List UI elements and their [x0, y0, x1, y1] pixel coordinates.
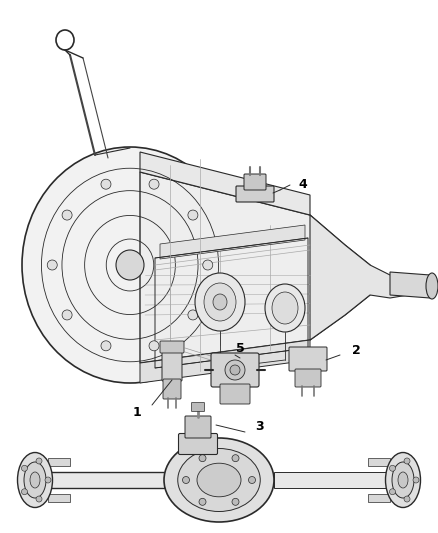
- Circle shape: [413, 477, 419, 483]
- Circle shape: [188, 210, 198, 220]
- Polygon shape: [160, 225, 305, 259]
- Text: 4: 4: [298, 179, 307, 191]
- Text: 5: 5: [236, 342, 244, 354]
- Ellipse shape: [116, 250, 144, 280]
- Circle shape: [149, 179, 159, 189]
- Circle shape: [47, 260, 57, 270]
- Circle shape: [36, 496, 42, 502]
- Polygon shape: [48, 458, 70, 466]
- Text: 3: 3: [255, 421, 264, 433]
- Circle shape: [225, 360, 245, 380]
- Circle shape: [62, 310, 72, 320]
- Polygon shape: [368, 494, 390, 502]
- Circle shape: [188, 310, 198, 320]
- Text: 1: 1: [133, 406, 141, 418]
- Circle shape: [404, 496, 410, 502]
- Circle shape: [230, 365, 240, 375]
- Ellipse shape: [178, 448, 260, 512]
- Text: 2: 2: [352, 343, 361, 357]
- Circle shape: [45, 477, 51, 483]
- Circle shape: [101, 179, 111, 189]
- Circle shape: [62, 210, 72, 220]
- Circle shape: [203, 260, 213, 270]
- Polygon shape: [48, 494, 70, 502]
- Ellipse shape: [398, 472, 408, 488]
- FancyBboxPatch shape: [191, 402, 205, 411]
- Circle shape: [21, 489, 28, 495]
- Ellipse shape: [265, 284, 305, 332]
- Ellipse shape: [30, 472, 40, 488]
- Circle shape: [232, 498, 239, 505]
- FancyBboxPatch shape: [163, 379, 181, 399]
- Ellipse shape: [164, 438, 274, 522]
- Circle shape: [248, 477, 255, 483]
- FancyBboxPatch shape: [185, 416, 211, 438]
- FancyBboxPatch shape: [220, 384, 250, 404]
- Polygon shape: [140, 340, 310, 383]
- Ellipse shape: [197, 463, 241, 497]
- Polygon shape: [274, 472, 390, 488]
- Polygon shape: [368, 458, 390, 466]
- Circle shape: [232, 455, 239, 462]
- Polygon shape: [48, 472, 164, 488]
- Ellipse shape: [24, 462, 46, 498]
- Ellipse shape: [385, 453, 420, 507]
- FancyBboxPatch shape: [179, 433, 218, 455]
- Circle shape: [183, 477, 190, 483]
- Circle shape: [389, 489, 396, 495]
- Ellipse shape: [18, 453, 53, 507]
- Circle shape: [21, 465, 28, 471]
- Circle shape: [389, 465, 396, 471]
- Circle shape: [199, 455, 206, 462]
- FancyBboxPatch shape: [289, 347, 327, 371]
- Ellipse shape: [213, 294, 227, 310]
- Polygon shape: [140, 172, 370, 363]
- Polygon shape: [310, 215, 408, 340]
- Circle shape: [149, 341, 159, 351]
- FancyBboxPatch shape: [211, 353, 259, 387]
- Circle shape: [404, 458, 410, 464]
- Ellipse shape: [272, 292, 298, 324]
- Circle shape: [36, 458, 42, 464]
- Ellipse shape: [392, 462, 414, 498]
- FancyBboxPatch shape: [295, 369, 321, 387]
- Circle shape: [199, 498, 206, 505]
- Ellipse shape: [22, 147, 238, 383]
- FancyBboxPatch shape: [162, 349, 182, 381]
- Circle shape: [101, 341, 111, 351]
- FancyBboxPatch shape: [244, 174, 266, 190]
- FancyBboxPatch shape: [160, 341, 184, 353]
- Ellipse shape: [195, 273, 245, 331]
- Ellipse shape: [426, 273, 438, 299]
- Ellipse shape: [204, 283, 236, 321]
- Polygon shape: [390, 272, 430, 298]
- Polygon shape: [140, 152, 310, 215]
- FancyBboxPatch shape: [236, 186, 274, 202]
